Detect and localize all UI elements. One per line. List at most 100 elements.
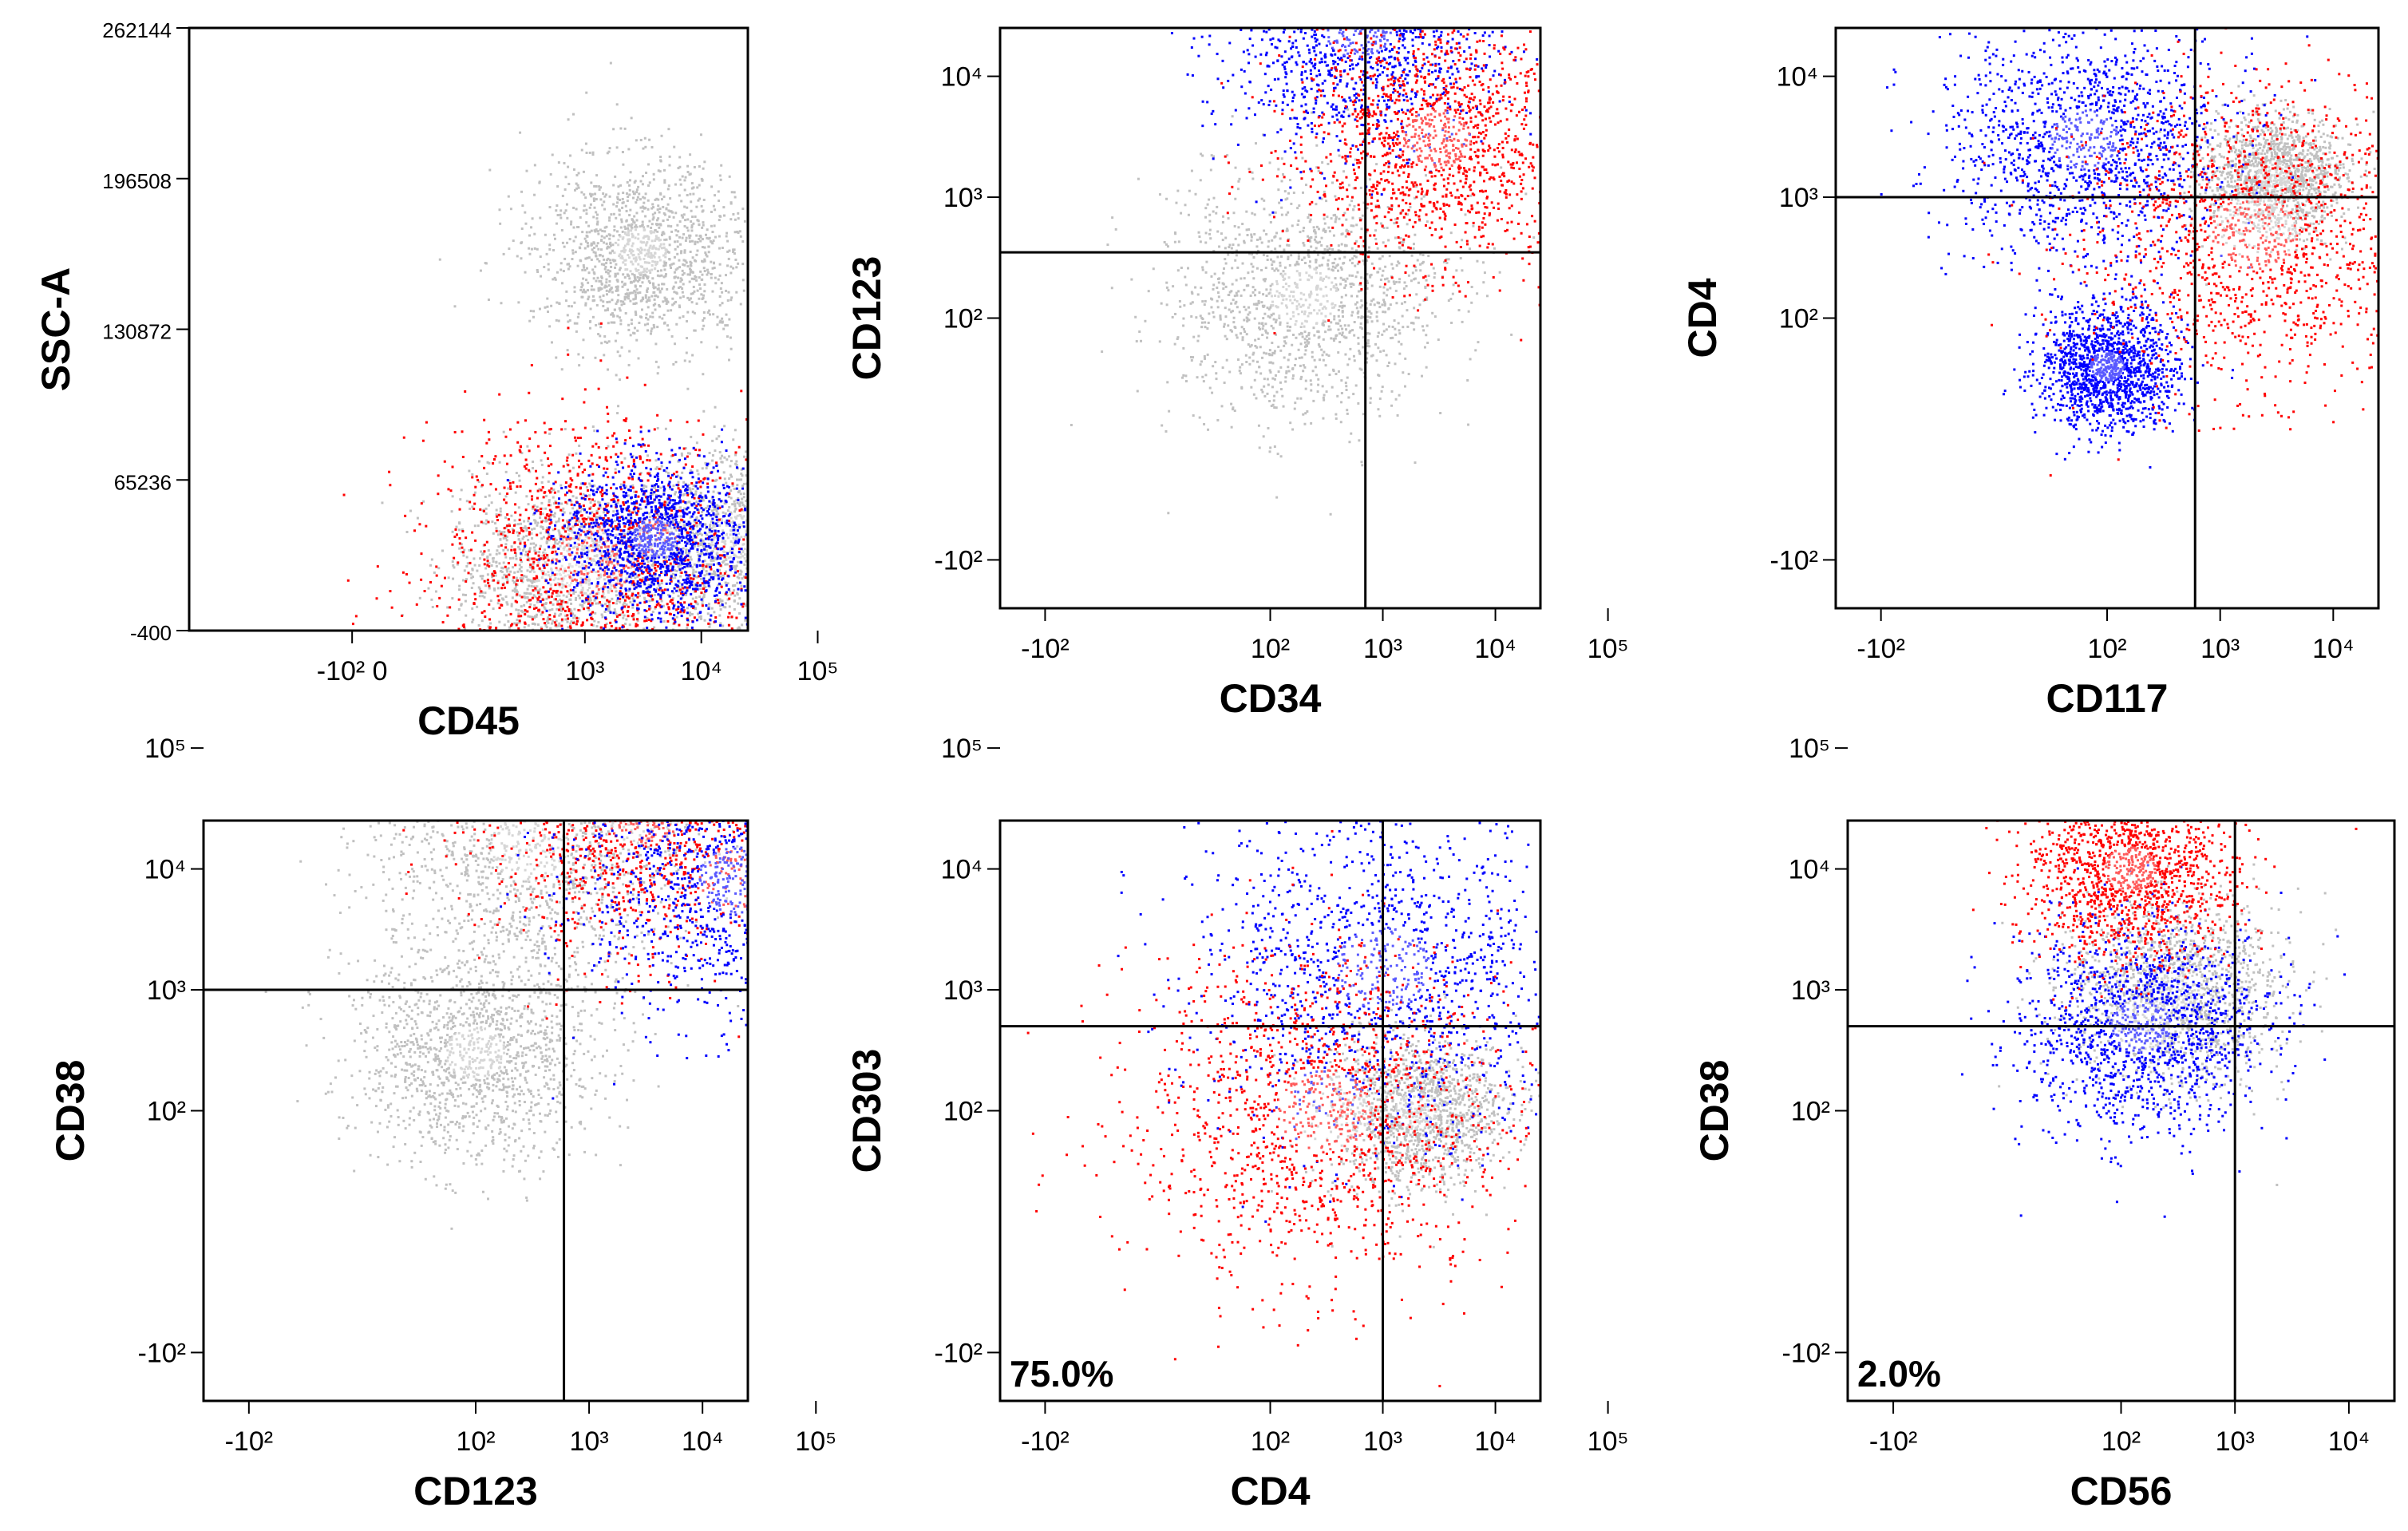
event-dot bbox=[705, 549, 708, 552]
event-dot bbox=[534, 521, 537, 524]
event-dot bbox=[494, 572, 497, 575]
event-dot bbox=[664, 557, 667, 560]
event-dot bbox=[627, 227, 630, 230]
event-dot bbox=[631, 263, 635, 266]
event-dot bbox=[646, 224, 650, 227]
event-dot bbox=[457, 598, 461, 601]
event-dot bbox=[521, 204, 524, 208]
event-dot bbox=[547, 638, 549, 640]
event-dot bbox=[532, 513, 536, 516]
event-dot bbox=[699, 504, 702, 507]
event-dot bbox=[717, 512, 720, 516]
event-dot bbox=[556, 301, 559, 304]
event-dot bbox=[695, 524, 698, 528]
event-dot bbox=[724, 606, 727, 609]
event-dot bbox=[807, 617, 809, 619]
event-dot bbox=[698, 648, 700, 651]
event-dot bbox=[845, 594, 848, 596]
event-dot bbox=[573, 607, 576, 611]
event-dot bbox=[533, 546, 536, 549]
event-dot bbox=[694, 490, 698, 493]
event-dot bbox=[603, 286, 607, 289]
event-dot bbox=[702, 221, 705, 224]
event-dot bbox=[819, 611, 821, 614]
event-dot bbox=[504, 660, 507, 663]
event-dot bbox=[473, 491, 476, 494]
event-dot bbox=[686, 452, 690, 455]
event-dot bbox=[801, 552, 803, 555]
event-dot bbox=[779, 545, 781, 548]
event-dot bbox=[791, 550, 793, 552]
event-dot bbox=[546, 537, 549, 540]
event-dot bbox=[828, 599, 830, 602]
event-dot bbox=[615, 599, 619, 602]
event-dot bbox=[800, 456, 802, 458]
event-dot bbox=[687, 634, 690, 636]
event-dot bbox=[907, 457, 910, 459]
event-dot bbox=[592, 216, 595, 219]
event-dot bbox=[653, 558, 656, 561]
event-dot bbox=[607, 559, 610, 562]
event-dot bbox=[646, 458, 649, 461]
event-dot bbox=[662, 620, 666, 623]
event-dot bbox=[735, 266, 738, 269]
event-dot bbox=[607, 245, 610, 248]
event-dot bbox=[499, 507, 502, 510]
event-dot bbox=[615, 263, 618, 266]
event-dot bbox=[591, 498, 594, 501]
event-dot bbox=[605, 242, 608, 245]
event-dot bbox=[677, 565, 680, 568]
event-dot bbox=[797, 533, 800, 536]
event-dot bbox=[591, 641, 594, 643]
event-dot bbox=[575, 508, 579, 512]
event-dot bbox=[595, 213, 599, 216]
event-dot bbox=[558, 517, 561, 520]
event-dot bbox=[853, 594, 856, 596]
event-dot bbox=[670, 454, 673, 457]
event-dot bbox=[740, 552, 743, 556]
event-dot bbox=[688, 500, 691, 504]
event-dot bbox=[628, 249, 631, 252]
event-dot bbox=[640, 271, 643, 275]
event-dot bbox=[556, 607, 559, 611]
event-dot bbox=[578, 538, 581, 541]
event-dot bbox=[555, 209, 558, 212]
event-dot bbox=[552, 528, 555, 532]
event-dot bbox=[525, 576, 528, 579]
event-dot bbox=[653, 500, 656, 504]
event-dot bbox=[470, 586, 473, 589]
event-dot bbox=[786, 621, 789, 623]
event-dot bbox=[507, 195, 510, 198]
event-dot bbox=[629, 299, 632, 303]
event-dot bbox=[477, 586, 480, 589]
event-dot bbox=[451, 495, 454, 498]
event-dot bbox=[666, 528, 669, 532]
event-dot bbox=[603, 195, 607, 198]
event-dot bbox=[658, 275, 661, 278]
event-dot bbox=[713, 508, 716, 511]
event-dot bbox=[547, 480, 550, 483]
event-dot bbox=[678, 178, 682, 181]
event-dot bbox=[773, 465, 775, 468]
event-dot bbox=[758, 546, 761, 548]
event-dot bbox=[505, 539, 508, 542]
event-dot bbox=[516, 531, 519, 534]
event-dot bbox=[757, 502, 759, 504]
event-dot bbox=[542, 586, 545, 589]
event-dot bbox=[629, 682, 631, 684]
event-dot bbox=[623, 418, 626, 421]
event-dot bbox=[666, 667, 669, 669]
event-dot bbox=[461, 530, 465, 533]
event-dot bbox=[805, 623, 807, 625]
event-dot bbox=[728, 605, 731, 608]
event-dot bbox=[589, 530, 592, 533]
event-dot bbox=[528, 615, 532, 619]
event-dot bbox=[619, 632, 621, 635]
event-dot bbox=[584, 291, 587, 294]
event-dot bbox=[556, 542, 559, 545]
event-dot bbox=[461, 579, 465, 582]
event-dot bbox=[566, 527, 569, 530]
event-dot bbox=[711, 231, 714, 234]
event-dot bbox=[519, 131, 522, 134]
event-dot bbox=[667, 251, 670, 254]
